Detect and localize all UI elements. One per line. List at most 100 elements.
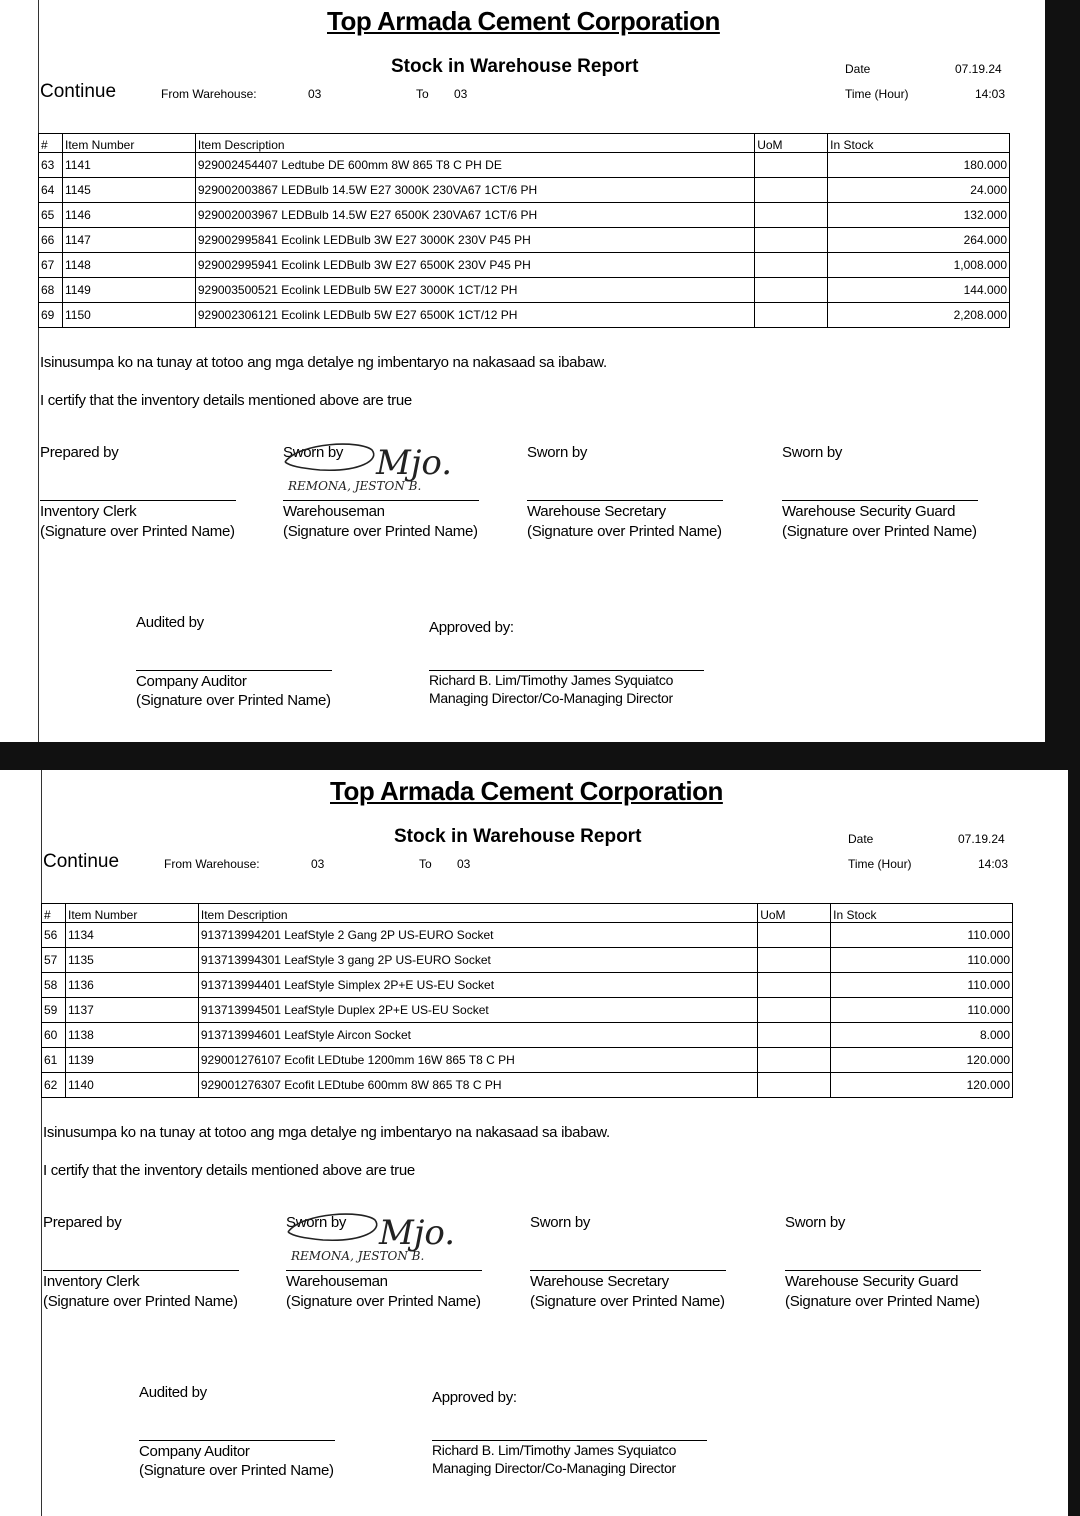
item-description: 929001276107 Ecofit LEDtube 1200mm 16W 8… xyxy=(197,1047,759,1073)
row-number: 59 xyxy=(41,997,66,1023)
uom xyxy=(754,302,829,328)
item-description: 913713994201 LeafStyle 2 Gang 2P US-EURO… xyxy=(197,922,759,948)
item-number: 1134 xyxy=(64,922,199,948)
item-number: 1141 xyxy=(61,152,196,178)
column-header: UoM xyxy=(754,133,829,153)
signatory-note: (Signature over Printed Name) xyxy=(40,523,235,540)
from-warehouse-value: 03 xyxy=(311,857,325,871)
in-stock: 120.000 xyxy=(830,1047,1013,1073)
auditor-note: (Signature over Printed Name) xyxy=(139,1462,334,1479)
signatory-role: Inventory Clerk xyxy=(40,503,137,520)
uom xyxy=(757,972,832,998)
oath-tagalog: Isinusumpa ko na tunay at totoo ang mga … xyxy=(43,1124,610,1141)
column-header: Item Description xyxy=(197,903,759,923)
item-description: 929002003867 LEDBulb 14.5W E27 3000K 230… xyxy=(194,177,756,203)
item-description: 929002995941 Ecolink LEDBulb 3W E27 6500… xyxy=(194,252,756,278)
signature-loop xyxy=(287,1213,378,1241)
approved-by-label: Approved by: xyxy=(432,1389,517,1406)
item-number: 1150 xyxy=(61,302,196,328)
uom xyxy=(757,997,832,1023)
handwritten-name: REMONA, JESTON B. xyxy=(288,479,422,493)
to-warehouse-value: 03 xyxy=(457,857,471,871)
column-header: # xyxy=(38,133,63,153)
to-label: To xyxy=(416,87,429,101)
item-number: 1136 xyxy=(64,972,199,998)
audited-by-label: Audited by xyxy=(136,614,204,631)
signatory-note: (Signature over Printed Name) xyxy=(530,1293,725,1310)
signature-line xyxy=(785,1270,981,1271)
row-number: 64 xyxy=(38,177,63,203)
uom xyxy=(754,177,829,203)
date-value: 07.19.24 xyxy=(955,62,1002,76)
auditor-role: Company Auditor xyxy=(139,1443,250,1460)
uom xyxy=(757,1047,832,1073)
in-stock: 132.000 xyxy=(827,202,1010,228)
signatory-label: Prepared by xyxy=(43,1214,122,1231)
table-row: 57 1135 913713994301 LeafStyle 3 gang 2P… xyxy=(41,947,1013,973)
item-number: 1147 xyxy=(61,227,196,253)
item-description: 929002995841 Ecolink LEDBulb 3W E27 3000… xyxy=(194,227,756,253)
item-description: 929002454407 Ledtube DE 600mm 8W 865 T8 … xyxy=(194,152,756,178)
from-warehouse-label: From Warehouse: xyxy=(161,87,257,101)
uom xyxy=(757,922,832,948)
row-number: 62 xyxy=(41,1072,66,1098)
company-title: Top Armada Cement Corporation xyxy=(327,6,720,36)
signatory-note: (Signature over Printed Name) xyxy=(785,1293,980,1310)
column-header: Item Number xyxy=(61,133,196,153)
signatory-role: Warehouse Security Guard xyxy=(782,503,956,520)
continue-label: Continue xyxy=(40,81,117,102)
table-row: 64 1145 929002003867 LEDBulb 14.5W E27 3… xyxy=(38,177,1010,203)
approver-names: Richard B. Lim/Timothy James Syquiatco xyxy=(432,1442,677,1458)
to-label: To xyxy=(419,857,432,871)
item-number: 1135 xyxy=(64,947,199,973)
uom xyxy=(754,202,829,228)
signatory-note: (Signature over Printed Name) xyxy=(283,523,478,540)
signatory-label: Sworn by xyxy=(283,444,344,461)
signatory-label: Sworn by xyxy=(782,444,843,461)
row-number: 56 xyxy=(41,922,66,948)
row-number: 69 xyxy=(38,302,63,328)
in-stock: 110.000 xyxy=(830,972,1013,998)
signature-line xyxy=(43,1270,239,1271)
table-row: 60 1138 913713994601 LeafStyle Aircon So… xyxy=(41,1022,1013,1048)
from-warehouse-value: 03 xyxy=(308,87,322,101)
item-number: 1138 xyxy=(64,1022,199,1048)
signatory-label: Prepared by xyxy=(40,444,119,461)
signatory-role: Warehouse Secretary xyxy=(527,503,666,520)
signatory-role: Warehouseman xyxy=(283,503,385,520)
uom xyxy=(757,1072,832,1098)
report-title: Stock in Warehouse Report xyxy=(394,826,642,847)
uom xyxy=(757,1022,832,1048)
oath-english: I certify that the inventory details men… xyxy=(43,1162,415,1179)
signature-line xyxy=(527,500,723,501)
approver-names: Richard B. Lim/Timothy James Syquiatco xyxy=(429,672,674,688)
item-description: 913713994401 LeafStyle Simplex 2P+E US-E… xyxy=(197,972,759,998)
signatory-role: Inventory Clerk xyxy=(43,1273,140,1290)
item-number: 1146 xyxy=(61,202,196,228)
item-number: 1140 xyxy=(64,1072,199,1098)
item-number: 1148 xyxy=(61,252,196,278)
row-number: 61 xyxy=(41,1047,66,1073)
signature-scribble: Mjo. xyxy=(378,1213,455,1253)
in-stock: 180.000 xyxy=(827,152,1010,178)
table-row: 62 1140 929001276307 Ecofit LEDtube 600m… xyxy=(41,1072,1013,1098)
signature-line xyxy=(429,670,704,671)
to-warehouse-value: 03 xyxy=(454,87,468,101)
row-number: 63 xyxy=(38,152,63,178)
in-stock: 120.000 xyxy=(830,1072,1013,1098)
row-number: 60 xyxy=(41,1022,66,1048)
item-description: 913713994301 LeafStyle 3 gang 2P US-EURO… xyxy=(197,947,759,973)
approved-by-label: Approved by: xyxy=(429,619,514,636)
signatory-note: (Signature over Printed Name) xyxy=(43,1293,238,1310)
table-row: 63 1141 929002454407 Ledtube DE 600mm 8W… xyxy=(38,152,1010,178)
report-title: Stock in Warehouse Report xyxy=(391,56,639,77)
report-page-1: Top Armada Cement Corporation Stock in Wa… xyxy=(0,0,1045,742)
date-label: Date xyxy=(845,62,871,76)
date-value: 07.19.24 xyxy=(958,832,1005,846)
uom xyxy=(757,947,832,973)
table-row: 56 1134 913713994201 LeafStyle 2 Gang 2P… xyxy=(41,922,1013,948)
column-header: In Stock xyxy=(827,133,1010,153)
signatory-role: Warehouse Secretary xyxy=(530,1273,669,1290)
item-description: 913713994601 LeafStyle Aircon Socket xyxy=(197,1022,759,1048)
signature-line xyxy=(283,500,479,501)
